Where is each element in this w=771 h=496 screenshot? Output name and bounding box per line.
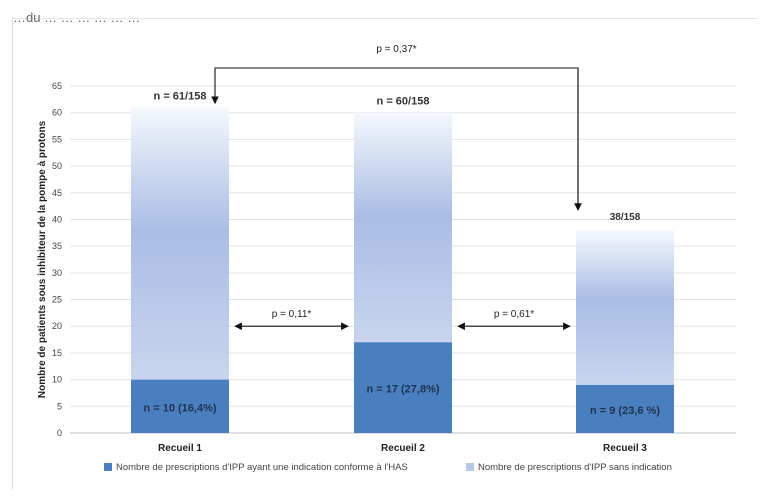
bar-conforme-2 [354, 342, 452, 433]
comparison-label-3: p = 0,37* [376, 44, 416, 55]
y-tick-label-50: 50 [52, 161, 62, 171]
y-tick-label-55: 55 [52, 134, 62, 144]
total-label-2: n = 60/158 [377, 96, 430, 108]
y-tick-label-0: 0 [57, 428, 62, 438]
comparison-label-1: p = 0,11* [272, 309, 312, 320]
y-tick-label-20: 20 [52, 321, 62, 331]
inner-label-1: n = 10 (16,4%) [143, 402, 216, 414]
header-fragment: …du … … … … … … [13, 10, 141, 24]
y-tick-label-45: 45 [52, 188, 62, 198]
total-label-1: n = 61/158 [154, 90, 207, 102]
y-tick-label-35: 35 [52, 241, 62, 251]
y-tick-label-25: 25 [52, 295, 62, 305]
inner-label-3: n = 9 (23,6 %) [590, 405, 660, 417]
x-tick-label-2: Recueil 2 [381, 443, 425, 454]
bar-conforme-3 [576, 384, 674, 433]
y-tick-label-60: 60 [52, 108, 62, 118]
y-tick-label-40: 40 [52, 214, 62, 224]
bar-sans-indication-2 [354, 112, 452, 343]
legend-label-sans-indication: Nombre de prescriptions d'IPP sans indic… [478, 462, 672, 473]
bar-sans-indication-3 [576, 230, 674, 385]
x-tick-label-1: Recueil 1 [158, 443, 202, 454]
legend-label-conforme: Nombre de prescriptions d'IPP ayant une … [116, 462, 408, 473]
y-axis-title: Nombre de patients sous inhibiteur de la… [37, 120, 48, 398]
total-label-3: 38/158 [610, 212, 641, 223]
legend-swatch-conforme [104, 463, 112, 471]
bar-sans-indication-1 [131, 107, 229, 380]
y-tick-label-30: 30 [52, 268, 62, 278]
y-tick-label-65: 65 [52, 81, 62, 91]
bar-conforme-1 [131, 379, 229, 433]
y-tick-label-15: 15 [52, 348, 62, 358]
comparison-label-2: p = 0,61* [494, 309, 534, 320]
legend-swatch-sans-indication [466, 463, 474, 471]
y-tick-label-10: 10 [52, 375, 62, 385]
x-tick-label-3: Recueil 3 [603, 443, 647, 454]
y-tick-label-5: 5 [57, 401, 62, 411]
chart-frame: …du … … … … … … [12, 10, 757, 489]
inner-label-2: n = 17 (27,8%) [366, 384, 439, 396]
